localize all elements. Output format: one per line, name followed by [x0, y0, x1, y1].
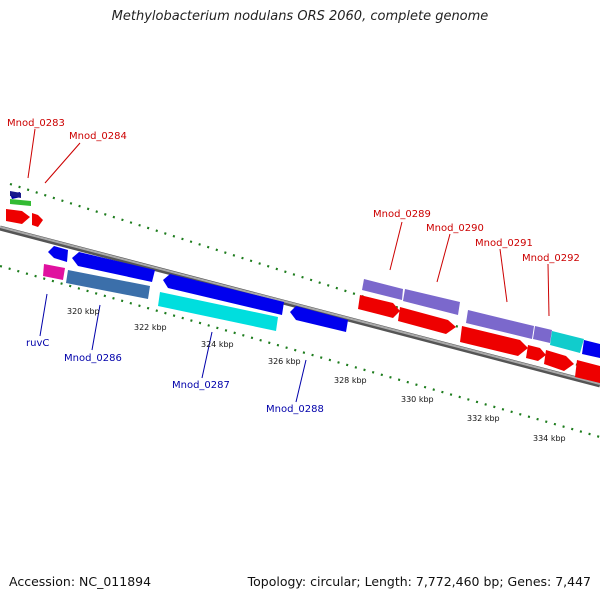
gene-feature — [582, 340, 600, 358]
gene-feature — [290, 306, 348, 332]
tick-label: 326 kbp — [268, 357, 301, 366]
reverse-genes — [43, 246, 348, 332]
tick-label: 320 kbp — [67, 307, 100, 316]
gene-feature — [10, 199, 31, 206]
gene-label-mnod-0288: Mnod_0288 — [266, 404, 324, 415]
gene-feature — [460, 326, 528, 356]
gene-feature — [163, 274, 284, 315]
forward-genes-right — [358, 279, 600, 383]
gene-feature — [358, 295, 400, 318]
forward-callouts — [27, 128, 550, 317]
tick-label: 334 kbp — [533, 434, 566, 443]
gene-feature — [550, 331, 584, 353]
genome-backbone — [0, 225, 600, 388]
gene-feature — [466, 310, 534, 339]
reverse-gene-labels: ruvC Mnod_0286 Mnod_0287 Mnod_0288 — [26, 338, 324, 415]
gene-label-mnod-0289: Mnod_0289 — [373, 209, 431, 220]
gene-feature — [6, 209, 30, 224]
tick-label: 332 kbp — [467, 414, 500, 423]
gene-feature — [403, 289, 460, 315]
forward-genes-left — [6, 191, 43, 227]
tick-label: 324 kbp — [201, 340, 234, 349]
gene-feature — [43, 264, 65, 280]
gene-feature — [526, 345, 546, 361]
gene-label-mnod-0290: Mnod_0290 — [426, 223, 484, 234]
gene-label-ruvc: ruvC — [26, 338, 49, 349]
gene-feature — [533, 326, 552, 343]
gene-feature — [10, 191, 21, 198]
tick-label: 330 kbp — [401, 395, 434, 404]
map-title: Methylobacterium nodulans ORS 2060, comp… — [111, 9, 489, 24]
forward-gene-labels: Mnod_0283 Mnod_0284 Mnod_0289 Mnod_0290 … — [7, 118, 580, 264]
gene-feature — [158, 292, 278, 331]
gene-label-mnod-0283: Mnod_0283 — [7, 118, 65, 129]
gene-feature — [66, 270, 150, 299]
topology-text: Topology: circular; Length: 7,772,460 bp… — [247, 574, 591, 589]
gene-label-mnod-0287: Mnod_0287 — [172, 380, 230, 391]
gene-feature — [72, 252, 155, 282]
gene-label-mnod-0292: Mnod_0292 — [522, 253, 580, 264]
gene-feature — [48, 246, 68, 262]
tick-label: 328 kbp — [334, 376, 367, 385]
gene-feature — [398, 307, 456, 334]
gene-feature — [544, 350, 574, 371]
gene-label-mnod-0291: Mnod_0291 — [475, 238, 533, 249]
accession-text: Accession: NC_011894 — [9, 574, 152, 589]
gene-label-mnod-0286: Mnod_0286 — [64, 353, 122, 364]
gene-feature — [32, 213, 43, 227]
gene-feature — [362, 279, 403, 300]
position-tick-labels: 320 kbp 322 kbp 324 kbp 326 kbp 328 kbp … — [67, 307, 566, 443]
reverse-callouts — [39, 293, 307, 403]
gene-label-mnod-0284: Mnod_0284 — [69, 131, 127, 142]
tick-label: 322 kbp — [134, 323, 167, 332]
gene-feature — [575, 360, 600, 383]
